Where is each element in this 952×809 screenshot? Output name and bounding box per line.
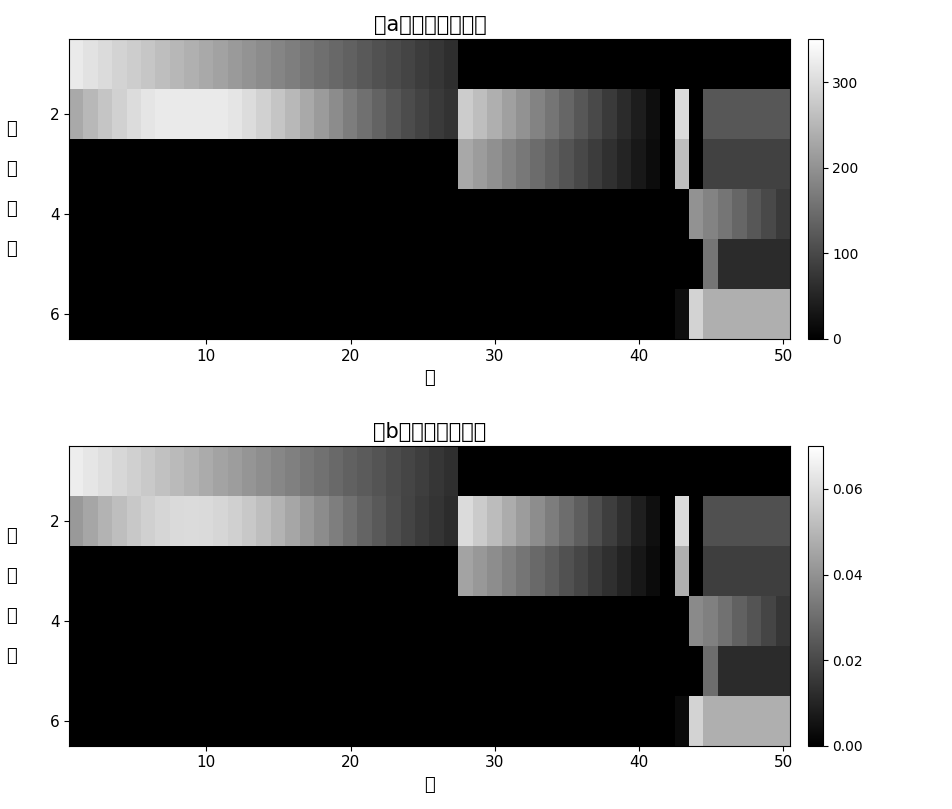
Text: 达: 达 [7, 567, 17, 585]
Title: （a）发射功率分配: （a）发射功率分配 [373, 15, 486, 35]
Text: 达: 达 [7, 160, 17, 178]
Title: （b）驻留时间分配: （b）驻留时间分配 [373, 421, 486, 442]
Text: 雷: 雷 [7, 527, 17, 545]
Text: 号: 号 [7, 647, 17, 665]
X-axis label: 帧: 帧 [424, 776, 435, 794]
X-axis label: 帧: 帧 [424, 369, 435, 388]
Text: 编: 编 [7, 607, 17, 625]
Text: 号: 号 [7, 240, 17, 258]
Text: 雷: 雷 [7, 121, 17, 138]
Text: 编: 编 [7, 200, 17, 218]
